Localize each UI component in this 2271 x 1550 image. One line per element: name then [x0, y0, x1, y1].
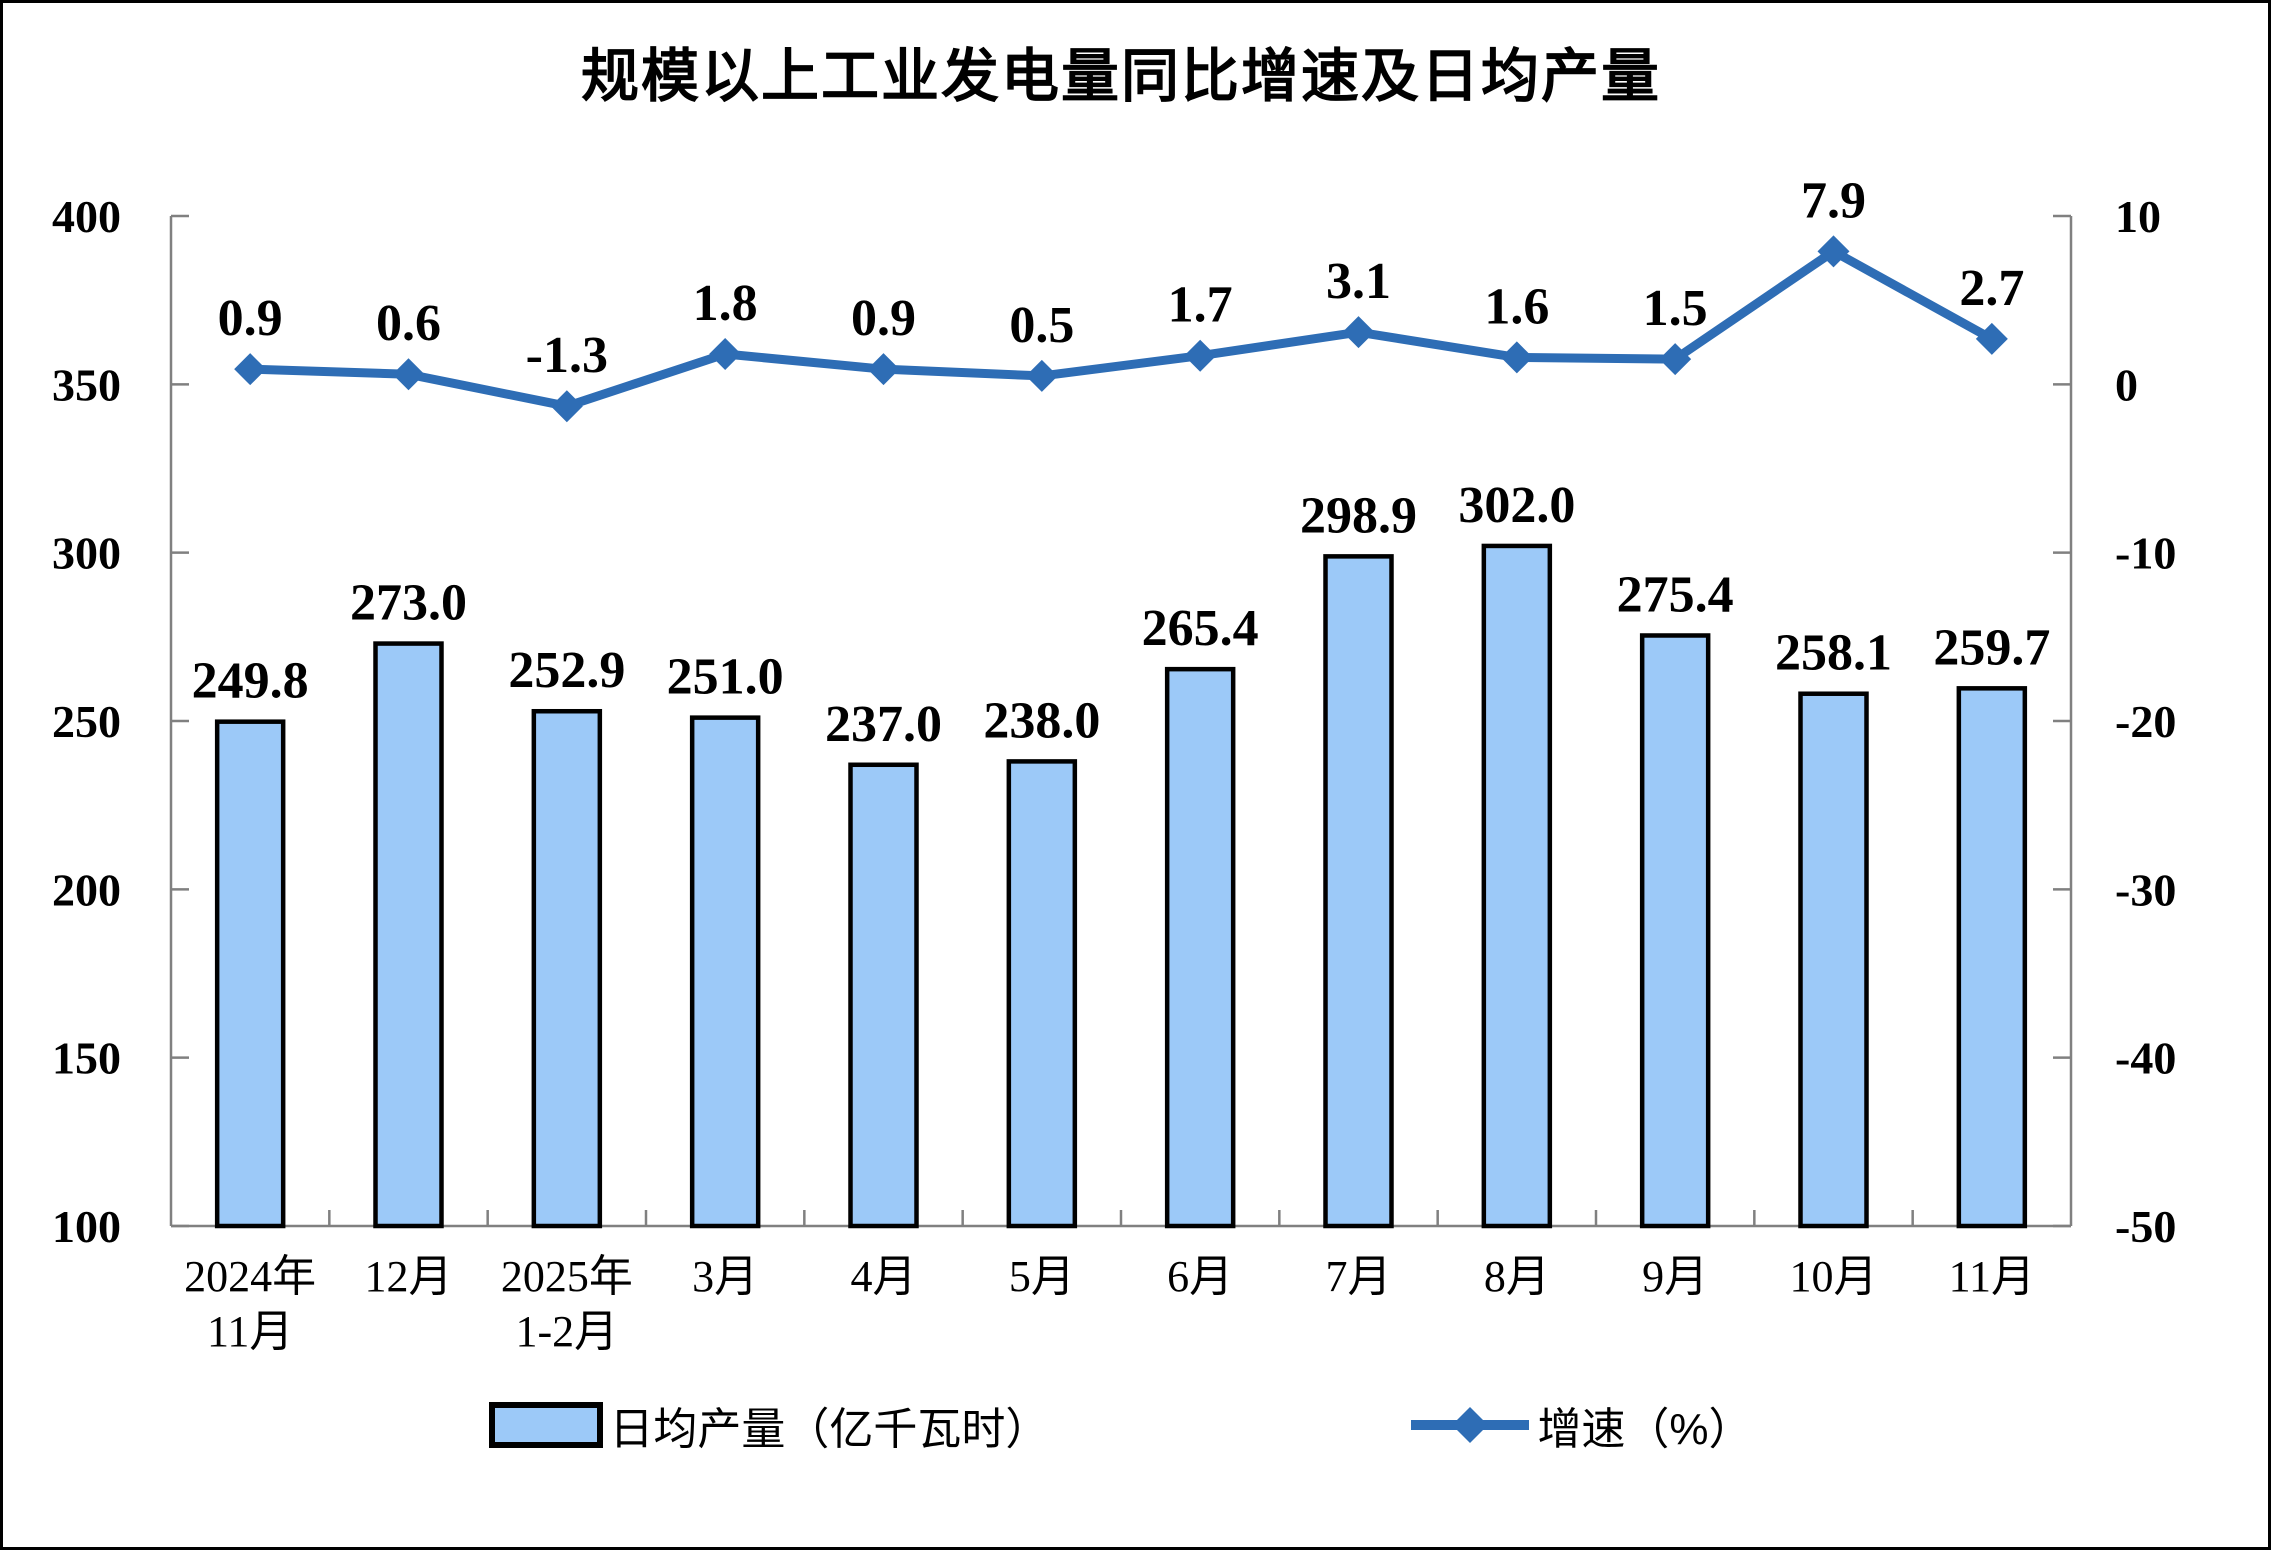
bar-value-label: 249.8 — [192, 653, 309, 710]
bar-value-label: 238.0 — [983, 692, 1100, 749]
growth-value-label: 1.6 — [1484, 278, 1549, 335]
bar-daily-output — [1323, 554, 1394, 1229]
y-axis-right-tick-label: -30 — [2115, 864, 2176, 915]
y-axis-left-tick-label: 250 — [52, 696, 121, 747]
bar-value-label: 265.4 — [1142, 600, 1259, 657]
bar-daily-output — [373, 641, 444, 1229]
y-axis-right-tick-label: -20 — [2115, 696, 2176, 747]
growth-marker-icon — [1817, 235, 1850, 268]
growth-value-label: 2.7 — [1959, 260, 2024, 317]
bar-value-label: 237.0 — [825, 696, 942, 753]
growth-value-label: 7.9 — [1801, 172, 1866, 229]
bar-daily-output — [848, 762, 919, 1229]
line-series-swatch-icon — [1411, 1407, 1530, 1443]
legend-item-daily-output: 日均产量（亿千瓦时） — [489, 1393, 1049, 1457]
y-axis-left-tick-label: 100 — [52, 1201, 121, 1252]
bar-value-label: 298.9 — [1300, 487, 1417, 544]
y-axis-left-tick-label: 350 — [52, 359, 121, 410]
y-axis-right-tick-label: 0 — [2115, 359, 2138, 410]
growth-value-label: 1.7 — [1168, 277, 1233, 334]
y-axis-right-tick-label: -40 — [2115, 1033, 2176, 1084]
growth-value-label: 0.9 — [851, 290, 916, 347]
growth-marker-icon — [392, 358, 425, 391]
x-axis-category-label: 11月 — [1949, 1252, 2035, 1301]
bar-daily-output — [1639, 633, 1711, 1229]
bar-series-swatch-icon — [489, 1402, 604, 1448]
growth-value-label: 1.5 — [1643, 280, 1708, 337]
y-axis-left-tick-label: 150 — [52, 1033, 121, 1084]
bar-daily-output — [214, 719, 286, 1229]
growth-marker-icon — [1184, 339, 1217, 372]
x-axis-category-label: 9月 — [1642, 1252, 1708, 1301]
x-axis-category-label: 5月 — [1009, 1252, 1075, 1301]
x-axis-category-label: 12月 — [365, 1252, 453, 1301]
bar-value-label: 259.7 — [1933, 619, 2050, 676]
growth-rate-line — [245, 246, 1997, 411]
bar-daily-output — [1006, 759, 1078, 1229]
x-axis-category-label: 2024年 11月 — [184, 1252, 316, 1356]
bar-daily-output — [531, 708, 603, 1229]
growth-marker-icon — [234, 353, 267, 386]
growth-marker-icon — [1975, 322, 2008, 355]
combo-chart-plot: 100 150 200 250 300 350 400 -50 -40 -30 -20 -10 0 10 2… — [52, 172, 2176, 1356]
bar-daily-output — [1164, 666, 1236, 1229]
growth-marker-icon — [1659, 343, 1692, 376]
chart-title: 规模以上工业发电量同比增速及日均产量 — [580, 44, 1661, 109]
bar-daily-output — [1956, 686, 2028, 1229]
growth-marker-icon — [867, 353, 900, 386]
y-axis-left-tick-label: 300 — [52, 528, 121, 579]
bar-daily-output — [1798, 691, 1869, 1229]
x-axis-category-label: 3月 — [692, 1252, 758, 1301]
growth-value-label: 0.9 — [218, 290, 283, 347]
growth-marker-icon — [1500, 341, 1533, 374]
bar-value-label: 302.0 — [1458, 477, 1575, 534]
growth-marker-icon — [709, 338, 742, 371]
x-axis-category-label: 7月 — [1326, 1252, 1392, 1301]
bar-value-label: 275.4 — [1617, 566, 1734, 623]
y-axis-right-tick-label: -10 — [2115, 528, 2176, 579]
bar-value-label: 251.0 — [667, 649, 784, 706]
x-axis-category-label: 10月 — [1790, 1252, 1878, 1301]
bar-daily-output — [1481, 543, 1553, 1229]
x-axis-category-label: 4月 — [851, 1252, 917, 1301]
growth-marker-icon — [1342, 316, 1375, 349]
growth-value-label: 0.6 — [376, 295, 441, 352]
bar-value-label: 258.1 — [1775, 625, 1892, 682]
growth-marker-icon — [550, 390, 583, 423]
legend-item-growth-rate: 增速（%） — [1409, 1393, 1753, 1457]
bar-daily-output — [689, 715, 761, 1229]
growth-value-label: -1.3 — [526, 327, 608, 384]
y-axis-left-tick-label: 200 — [52, 864, 121, 915]
y-axis-right-tick-label: 10 — [2115, 191, 2161, 242]
bar-value-label: 252.9 — [508, 642, 625, 699]
bar-series-label: 日均产量（亿千瓦时） — [609, 1405, 1050, 1454]
growth-value-label: 0.5 — [1009, 297, 1074, 354]
x-axis-category-label: 6月 — [1167, 1252, 1233, 1301]
growth-value-label: 1.8 — [693, 275, 758, 332]
bar-value-label: 273.0 — [350, 575, 467, 632]
growth-marker-icon — [1025, 359, 1058, 392]
growth-value-label: 3.1 — [1326, 253, 1391, 310]
x-axis-category-label: 2025年 1-2月 — [501, 1252, 633, 1356]
line-series-label: 增速（%） — [1537, 1405, 1753, 1454]
y-axis-right-tick-label: -50 — [2115, 1201, 2176, 1252]
x-axis-category-label: 8月 — [1484, 1252, 1550, 1301]
chart-legend: 日均产量（亿千瓦时） 增速（%） — [171, 1393, 2071, 1457]
y-axis-left-tick-label: 400 — [52, 191, 121, 242]
